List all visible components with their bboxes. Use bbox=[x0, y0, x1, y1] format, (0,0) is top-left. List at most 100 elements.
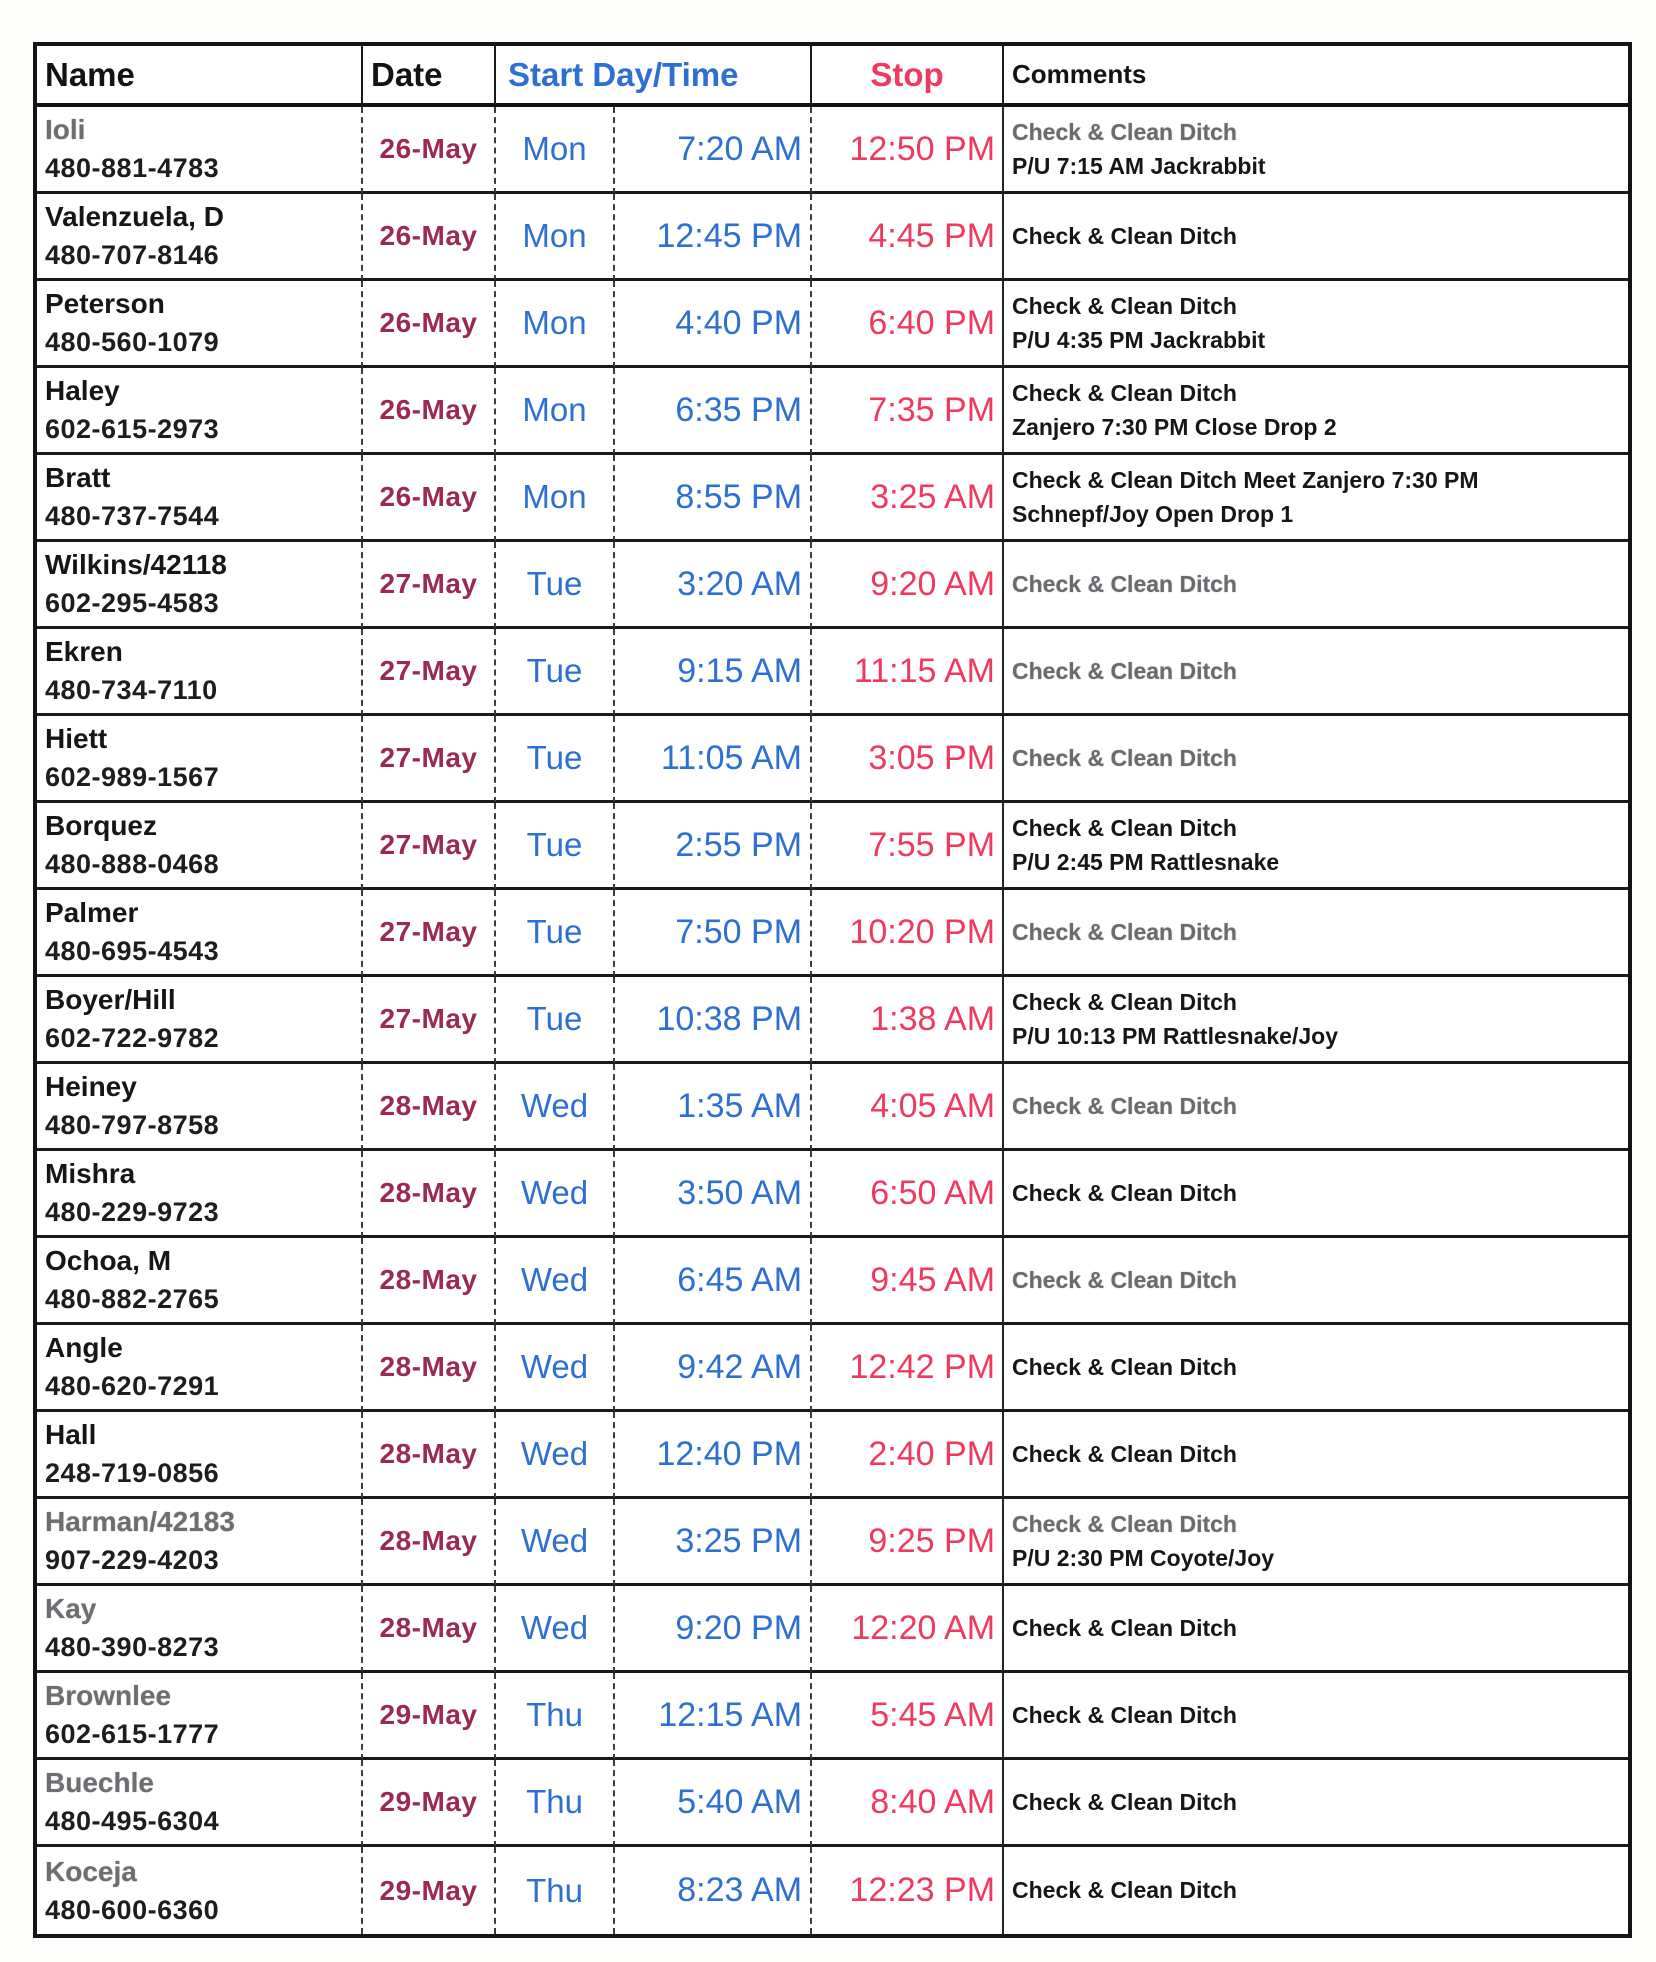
date-cell: 28-May bbox=[363, 1238, 496, 1325]
comment-cell: Check & Clean Ditch bbox=[1004, 890, 1629, 977]
stop-time-cell: 11:15 AM bbox=[812, 629, 1005, 716]
schedule-row: Wilkins/42118 602-295-4583 27-May Tue 3:… bbox=[37, 542, 1629, 629]
comment-cell: Check & Clean Ditch P/U 4:35 PM Jackrabb… bbox=[1004, 281, 1629, 368]
schedule-row: Peterson 480-560-1079 26-May Mon 4:40 PM… bbox=[37, 281, 1629, 368]
start-day-cell: Wed bbox=[496, 1412, 615, 1499]
customer-name: Buechle bbox=[45, 1767, 154, 1798]
schedule-row: Hiett 602-989-1567 27-May Tue 11:05 AM 3… bbox=[37, 716, 1629, 803]
start-time-cell: 6:45 AM bbox=[615, 1238, 813, 1325]
start-time-cell: 2:55 PM bbox=[615, 803, 813, 890]
schedule-row: Palmer 480-695-4543 27-May Tue 7:50 PM 1… bbox=[37, 890, 1629, 977]
customer-phone: 480-882-2765 bbox=[45, 1284, 220, 1314]
name-cell: Boyer/Hill 602-722-9782 bbox=[37, 977, 363, 1064]
date-cell: 26-May bbox=[363, 194, 496, 281]
date-cell: 29-May bbox=[363, 1847, 496, 1934]
date-cell: 27-May bbox=[363, 803, 496, 890]
customer-name: Angle bbox=[45, 1332, 123, 1363]
start-time-cell: 8:23 AM bbox=[615, 1847, 813, 1934]
customer-name: Ioli bbox=[45, 114, 86, 145]
comment-line-1: Check & Clean Ditch bbox=[1012, 1353, 1237, 1380]
comment-line-1: Check & Clean Ditch bbox=[1012, 988, 1237, 1015]
comment-line-1: Check & Clean Ditch bbox=[1012, 222, 1237, 249]
customer-phone: 480-734-7110 bbox=[45, 675, 218, 705]
start-time-cell: 11:05 AM bbox=[615, 716, 813, 803]
start-day-cell: Tue bbox=[496, 716, 615, 803]
customer-name: Palmer bbox=[45, 897, 139, 928]
start-time-cell: 7:50 PM bbox=[615, 890, 813, 977]
stop-time-cell: 5:45 AM bbox=[812, 1673, 1005, 1760]
name-cell: Haley 602-615-2973 bbox=[37, 368, 363, 455]
schedule-row: Boyer/Hill 602-722-9782 27-May Tue 10:38… bbox=[37, 977, 1629, 1064]
schedule-row: Ioli 480-881-4783 26-May Mon 7:20 AM 12:… bbox=[37, 107, 1629, 194]
stop-time-cell: 9:20 AM bbox=[812, 542, 1005, 629]
customer-name: Kay bbox=[45, 1593, 97, 1624]
comment-line-2: Schnepf/Joy Open Drop 1 bbox=[1012, 501, 1294, 527]
comment-cell: Check & Clean Ditch bbox=[1004, 1325, 1629, 1412]
customer-phone: 602-615-1777 bbox=[45, 1719, 220, 1749]
date-cell: 26-May bbox=[363, 281, 496, 368]
comment-line-1: Check & Clean Ditch bbox=[1012, 1179, 1237, 1206]
comment-line-2: P/U 10:13 PM Rattlesnake/Joy bbox=[1012, 1023, 1338, 1049]
comment-cell: Check & Clean Ditch bbox=[1004, 716, 1629, 803]
start-time-cell: 1:35 AM bbox=[615, 1064, 813, 1151]
schedule-row: Mishra 480-229-9723 28-May Wed 3:50 AM 6… bbox=[37, 1151, 1629, 1238]
start-time-cell: 3:20 AM bbox=[615, 542, 813, 629]
start-time-cell: 7:20 AM bbox=[615, 107, 813, 194]
start-time-cell: 6:35 PM bbox=[615, 368, 813, 455]
customer-phone: 602-295-4583 bbox=[45, 588, 220, 618]
customer-phone: 480-620-7291 bbox=[45, 1371, 220, 1401]
date-cell: 28-May bbox=[363, 1325, 496, 1412]
date-cell: 27-May bbox=[363, 716, 496, 803]
name-cell: Hall 248-719-0856 bbox=[37, 1412, 363, 1499]
customer-name: Ekren bbox=[45, 636, 123, 667]
customer-name: Hall bbox=[45, 1419, 97, 1450]
date-cell: 27-May bbox=[363, 629, 496, 716]
stop-time-cell: 4:45 PM bbox=[812, 194, 1005, 281]
stop-time-cell: 12:50 PM bbox=[812, 107, 1005, 194]
name-cell: Buechle 480-495-6304 bbox=[37, 1760, 363, 1847]
stop-time-cell: 12:20 AM bbox=[812, 1586, 1005, 1673]
stop-time-cell: 10:20 PM bbox=[812, 890, 1005, 977]
name-cell: Mishra 480-229-9723 bbox=[37, 1151, 363, 1238]
comment-line-1: Check & Clean Ditch bbox=[1012, 1510, 1237, 1537]
comment-line-1: Check & Clean Ditch bbox=[1012, 1701, 1237, 1728]
header-comments: Comments bbox=[1004, 46, 1629, 107]
comment-cell: Check & Clean Ditch bbox=[1004, 1673, 1629, 1760]
comment-line-1: Check & Clean Ditch bbox=[1012, 1614, 1237, 1641]
start-day-cell: Tue bbox=[496, 542, 615, 629]
comment-line-1: Check & Clean Ditch bbox=[1012, 1092, 1237, 1119]
schedule-row: Angle 480-620-7291 28-May Wed 9:42 AM 12… bbox=[37, 1325, 1629, 1412]
customer-name: Bratt bbox=[45, 462, 111, 493]
name-cell: Ochoa, M 480-882-2765 bbox=[37, 1238, 363, 1325]
date-cell: 29-May bbox=[363, 1760, 496, 1847]
date-cell: 26-May bbox=[363, 368, 496, 455]
customer-phone: 480-737-7544 bbox=[45, 501, 220, 531]
comment-line-1: Check & Clean Ditch bbox=[1012, 657, 1237, 684]
start-day-cell: Wed bbox=[496, 1064, 615, 1151]
stop-time-cell: 12:42 PM bbox=[812, 1325, 1005, 1412]
schedule-row: Bratt 480-737-7544 26-May Mon 8:55 PM 3:… bbox=[37, 455, 1629, 542]
stop-time-cell: 4:05 AM bbox=[812, 1064, 1005, 1151]
name-cell: Ekren 480-734-7110 bbox=[37, 629, 363, 716]
comment-cell: Check & Clean Ditch bbox=[1004, 1760, 1629, 1847]
start-day-cell: Wed bbox=[496, 1238, 615, 1325]
stop-time-cell: 7:55 PM bbox=[812, 803, 1005, 890]
stop-time-cell: 6:40 PM bbox=[812, 281, 1005, 368]
schedule-row: Ekren 480-734-7110 27-May Tue 9:15 AM 11… bbox=[37, 629, 1629, 716]
start-day-cell: Tue bbox=[496, 977, 615, 1064]
start-time-cell: 10:38 PM bbox=[615, 977, 813, 1064]
customer-phone: 480-495-6304 bbox=[45, 1806, 220, 1836]
comment-line-2: P/U 2:30 PM Coyote/Joy bbox=[1012, 1545, 1275, 1571]
comment-line-1: Check & Clean Ditch bbox=[1012, 918, 1237, 945]
customer-name: Harman/42183 bbox=[45, 1506, 235, 1537]
start-day-cell: Mon bbox=[496, 368, 615, 455]
customer-phone: 907-229-4203 bbox=[45, 1545, 220, 1575]
comment-cell: Check & Clean Ditch P/U 2:45 PM Rattlesn… bbox=[1004, 803, 1629, 890]
start-day-cell: Wed bbox=[496, 1325, 615, 1412]
comment-cell: Check & Clean Ditch bbox=[1004, 194, 1629, 281]
date-cell: 26-May bbox=[363, 455, 496, 542]
schedule-row: Harman/42183 907-229-4203 28-May Wed 3:2… bbox=[37, 1499, 1629, 1586]
start-time-cell: 9:15 AM bbox=[615, 629, 813, 716]
comment-line-1: Check & Clean Ditch bbox=[1012, 1877, 1237, 1904]
